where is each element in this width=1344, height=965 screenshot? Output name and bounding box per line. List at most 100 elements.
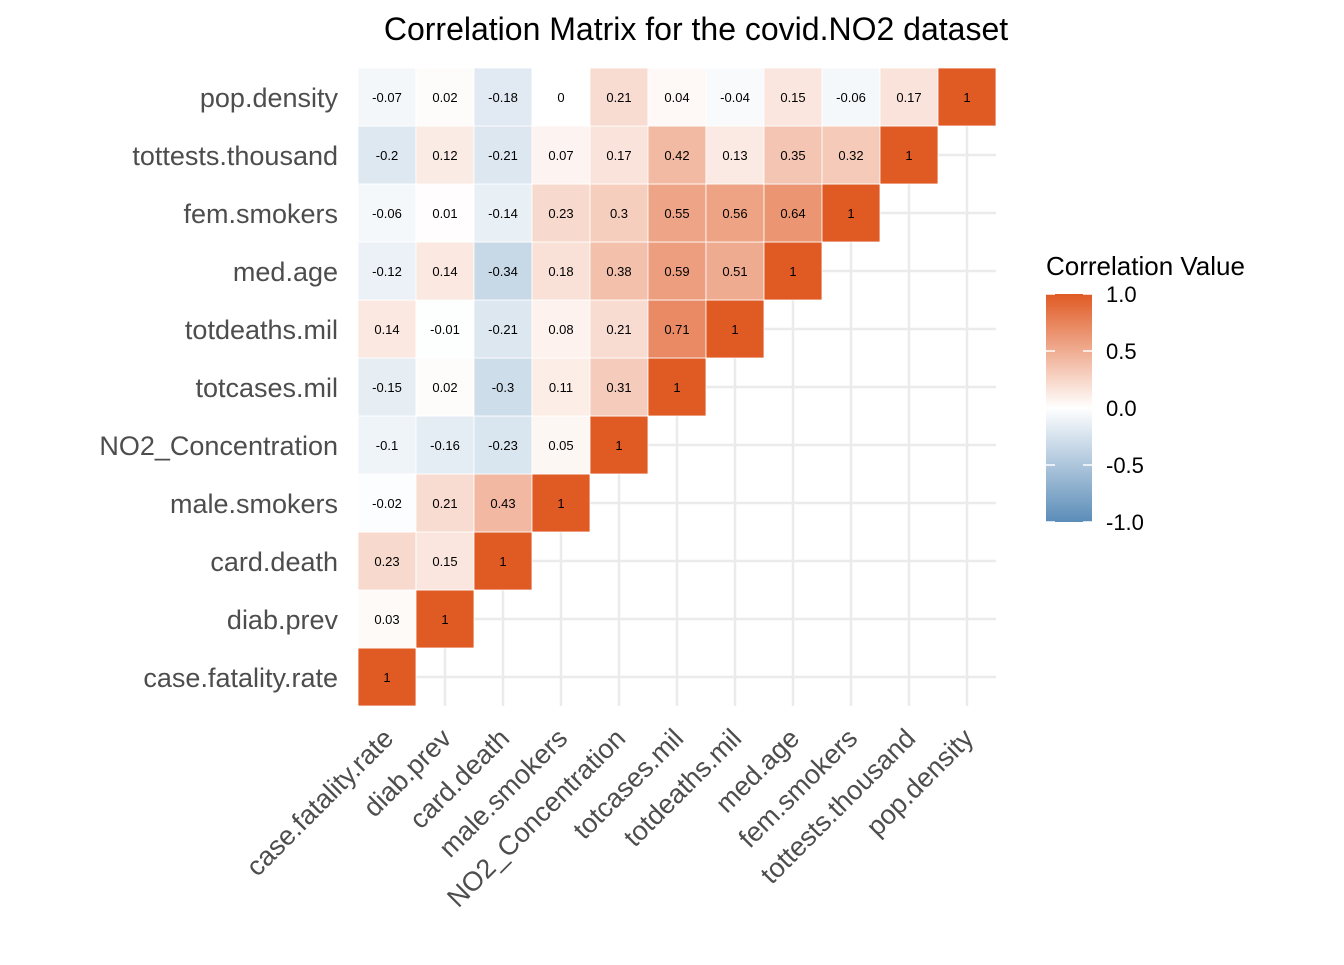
cell-value-label: 0.21 [432,496,457,511]
legend-tick-label: 0.0 [1106,396,1137,421]
cell-value-label: 0.04 [664,90,689,105]
heatmap-cell [821,125,881,185]
cell-value-label: 0.15 [780,90,805,105]
cell-value-label: 0.11 [549,380,573,395]
cell-value-label: 0.18 [548,264,573,279]
legend-tick-label: 0.5 [1106,339,1137,364]
heatmap-cell [763,241,823,301]
heatmap-cell [357,241,417,301]
heatmap-cell [357,183,417,243]
heatmap-cell [589,357,649,417]
y-tick-label: totdeaths.mil [185,315,338,345]
cell-value-label: 0.42 [664,148,689,163]
y-tick-label: diab.prev [227,605,339,635]
heatmap-cell [415,357,475,417]
heatmap-cell [357,647,417,707]
heatmap-cell [647,67,707,127]
heatmap-cell [473,357,533,417]
cell-value-label: -0.16 [430,438,460,453]
heatmap-cell [357,473,417,533]
y-axis-tick-labels: case.fatality.rate diab.prev card.death mal… [99,83,338,693]
heatmap-cell [821,183,881,243]
cell-value-label: 0.51 [722,264,747,279]
heatmap-cell [473,415,533,475]
cell-value-label: -0.23 [488,438,518,453]
heatmap-cell [589,299,649,359]
cell-value-label: 0.05 [548,438,573,453]
cell-value-label: -0.1 [376,438,398,453]
heatmap-cell [879,67,939,127]
cell-value-label: 1 [731,322,738,337]
cell-value-label: 0 [557,90,564,105]
cell-value-label: 1 [847,206,854,221]
heatmap-cell [473,531,533,591]
heatmap-cell [647,125,707,185]
y-tick-label: tottests.thousand [132,141,338,171]
y-tick-label: pop.density [200,83,339,113]
cell-value-label: 0.14 [374,322,399,337]
cell-value-label: 0.14 [432,264,457,279]
color-legend: Correlation Value 1.0 0.5 0.0 -0.5 -1.0 [1046,251,1245,535]
cell-value-label: 1 [905,148,912,163]
heatmap-cell [531,67,591,127]
cell-value-label: 0.38 [606,264,631,279]
heatmap-cell [357,415,417,475]
heatmap-cell [705,67,765,127]
heatmap-cell [415,67,475,127]
heatmap-cell [589,241,649,301]
cell-value-label: 0.56 [722,206,747,221]
cell-value-label: -0.21 [488,322,518,337]
y-tick-label: case.fatality.rate [143,663,338,693]
cell-value-label: 0.02 [432,380,457,395]
cell-value-label: 0.21 [606,90,631,105]
cell-value-label: 0.3 [610,206,628,221]
y-tick-label: NO2_Concentration [99,431,338,461]
cell-value-label: 1 [789,264,796,279]
heatmap-cell [531,473,591,533]
cell-value-label: 0.59 [664,264,689,279]
heatmap-cell [357,67,417,127]
cell-value-label: 0.21 [606,322,631,337]
heatmap-cell [357,357,417,417]
legend-tick-label: 1.0 [1106,282,1137,307]
cell-value-label: 0.15 [432,554,457,569]
cell-value-label: 0.12 [432,148,457,163]
heatmap-cell [531,415,591,475]
cell-value-label: 0.32 [838,148,863,163]
heatmap-cell [821,67,881,127]
cell-value-label: 0.55 [664,206,689,221]
cell-value-label: 1 [615,438,622,453]
heatmap-cell [473,183,533,243]
cell-value-label: 1 [673,380,680,395]
y-tick-label: fem.smokers [183,199,338,229]
heatmap-cell [705,299,765,359]
cell-value-label: -0.3 [492,380,514,395]
cell-value-label: 0.08 [548,322,573,337]
x-axis-tick-labels: case.fatality.ratediab.prevcard.deathmal… [240,723,979,913]
cell-value-label: -0.21 [488,148,518,163]
heatmap-cell [647,357,707,417]
heatmap-cell [763,67,823,127]
cell-value-label: -0.07 [372,90,402,105]
cell-value-label: 0.23 [548,206,573,221]
cell-value-label: -0.06 [836,90,866,105]
heatmap-cell [415,473,475,533]
cell-value-label: 0.13 [722,148,747,163]
legend-tick-label: -0.5 [1106,453,1144,478]
heatmap-cell [647,299,707,359]
cell-value-label: -0.15 [372,380,402,395]
y-tick-label: male.smokers [170,489,338,519]
cell-value-label: 0.71 [664,322,689,337]
heatmap-cell [589,67,649,127]
cell-value-label: 0.23 [374,554,399,569]
legend-tick-label: -1.0 [1106,510,1144,535]
cell-value-label: 0.64 [780,206,805,221]
cell-value-label: 0.03 [374,612,399,627]
chart-title: Correlation Matrix for the covid.NO2 dat… [384,11,1008,47]
heatmap-cell [415,125,475,185]
cell-value-label: 0.17 [896,90,921,105]
y-tick-label: card.death [210,547,338,577]
heatmap-cells: 1 0.03 1 0.23 0.15 1 -0.02 0.21 0.43 1 -0.1 -0.16 -0… [357,67,997,707]
